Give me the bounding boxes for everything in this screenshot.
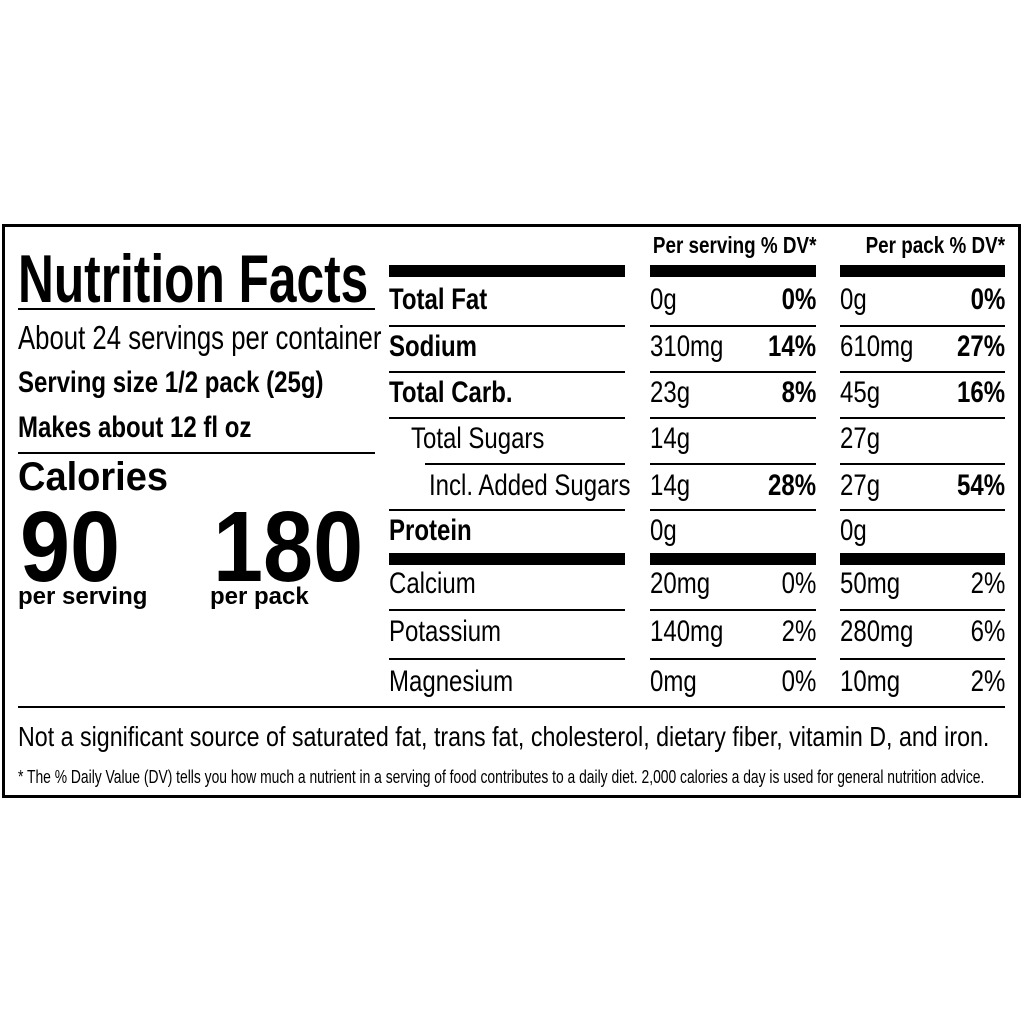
thick-bar — [650, 265, 816, 277]
daily-value-footnote: * The % Daily Value (DV) tells you how m… — [18, 767, 985, 787]
per-pack-amount: 27g — [840, 422, 881, 455]
per-serving-dv: 8% — [781, 376, 816, 409]
per-serving-dv: 28% — [767, 469, 816, 502]
per-serving-amount: 0g — [650, 283, 677, 316]
nutrition-facts-panel — [2, 224, 1021, 798]
row-divider — [840, 325, 1005, 327]
per-pack-label: per pack — [210, 583, 309, 610]
servings-per-container: About 24 servings per container — [18, 319, 382, 356]
per-serving-dv: 0% — [781, 567, 816, 600]
row-divider — [840, 509, 1005, 511]
row-divider — [650, 609, 816, 611]
row-divider — [389, 609, 625, 611]
per-pack-amount: 27g — [840, 469, 881, 502]
row-divider — [650, 325, 816, 327]
per-serving-label: per serving — [18, 583, 148, 610]
row-divider — [389, 371, 625, 373]
per-pack-amount: 0g — [840, 514, 867, 547]
not-significant-statement: Not a significant source of saturated fa… — [18, 721, 990, 752]
row-divider — [650, 371, 816, 373]
per-pack-amount: 10mg — [840, 665, 901, 698]
nutrient-name: Total Sugars — [411, 422, 545, 455]
divider — [18, 452, 375, 454]
makes-amount: Makes about 12 fl oz — [18, 411, 252, 444]
row-divider — [840, 417, 1005, 419]
per-serving-amount: 310mg — [650, 330, 724, 363]
mineral-name: Calcium — [389, 567, 476, 600]
per-serving-amount: 14g — [650, 469, 691, 502]
per-pack-dv — [890, 422, 1005, 456]
row-divider — [840, 463, 1005, 465]
per-pack-dv: 16% — [956, 376, 1005, 409]
nutrient-name: Incl. Added Sugars — [429, 469, 631, 502]
per-serving-dv: 2% — [781, 615, 816, 648]
row-divider — [389, 509, 625, 511]
row-divider — [650, 509, 816, 511]
per-pack-amount: 50mg — [840, 567, 901, 600]
per-pack-amount: 45g — [840, 376, 881, 409]
header-per-pack: Per pack % DV* — [865, 232, 1005, 258]
per-serving-dv: 0% — [781, 665, 816, 698]
row-divider — [389, 325, 625, 327]
header-per-serving: Per serving % DV* — [652, 232, 816, 258]
row-divider — [840, 371, 1005, 373]
per-serving-dv — [700, 514, 816, 548]
per-pack-dv: 2% — [970, 665, 1005, 698]
per-pack-dv: 54% — [956, 469, 1005, 502]
row-divider — [650, 417, 816, 419]
per-pack-amount: 0g — [840, 283, 867, 316]
per-serving-dv: 14% — [767, 330, 816, 363]
row-divider — [18, 706, 1005, 708]
per-pack-dv: 2% — [970, 567, 1005, 600]
thick-bar — [840, 265, 1005, 277]
thick-bar — [650, 553, 816, 565]
calories-label: Calories — [18, 455, 168, 499]
nutrient-name: Sodium — [389, 330, 477, 363]
per-serving-amount: 23g — [650, 376, 691, 409]
per-serving-amount: 14g — [650, 422, 691, 455]
row-divider — [840, 658, 1005, 660]
mineral-name: Magnesium — [389, 665, 514, 698]
thick-bar — [389, 553, 625, 565]
per-serving-amount: 0mg — [650, 665, 697, 698]
per-serving-dv: 0% — [781, 283, 816, 316]
per-serving-amount: 20mg — [650, 567, 711, 600]
row-divider — [650, 463, 816, 465]
divider — [18, 308, 375, 310]
per-pack-dv: 27% — [956, 330, 1005, 363]
calories-per-pack: 180 — [213, 491, 364, 603]
calories-per-serving: 90 — [20, 491, 121, 603]
row-divider — [840, 609, 1005, 611]
per-pack-dv: 6% — [970, 615, 1005, 648]
thick-bar — [389, 265, 625, 277]
label-title: Nutrition Facts — [18, 241, 369, 317]
row-divider — [389, 417, 625, 419]
per-serving-amount: 0g — [650, 514, 677, 547]
per-pack-amount: 610mg — [840, 330, 914, 363]
serving-size: Serving size 1/2 pack (25g) — [18, 366, 324, 399]
row-divider — [389, 658, 625, 660]
row-divider — [425, 463, 625, 465]
per-pack-amount: 280mg — [840, 615, 914, 648]
per-serving-dv — [700, 422, 816, 456]
row-divider — [650, 658, 816, 660]
per-pack-dv: 0% — [970, 283, 1005, 316]
per-pack-dv — [890, 514, 1005, 548]
nutrient-name: Total Carb. — [389, 376, 513, 409]
per-serving-amount: 140mg — [650, 615, 724, 648]
nutrient-name: Total Fat — [389, 283, 488, 316]
thick-bar — [840, 553, 1005, 565]
mineral-name: Potassium — [389, 615, 502, 648]
nutrient-name: Protein — [389, 514, 472, 547]
